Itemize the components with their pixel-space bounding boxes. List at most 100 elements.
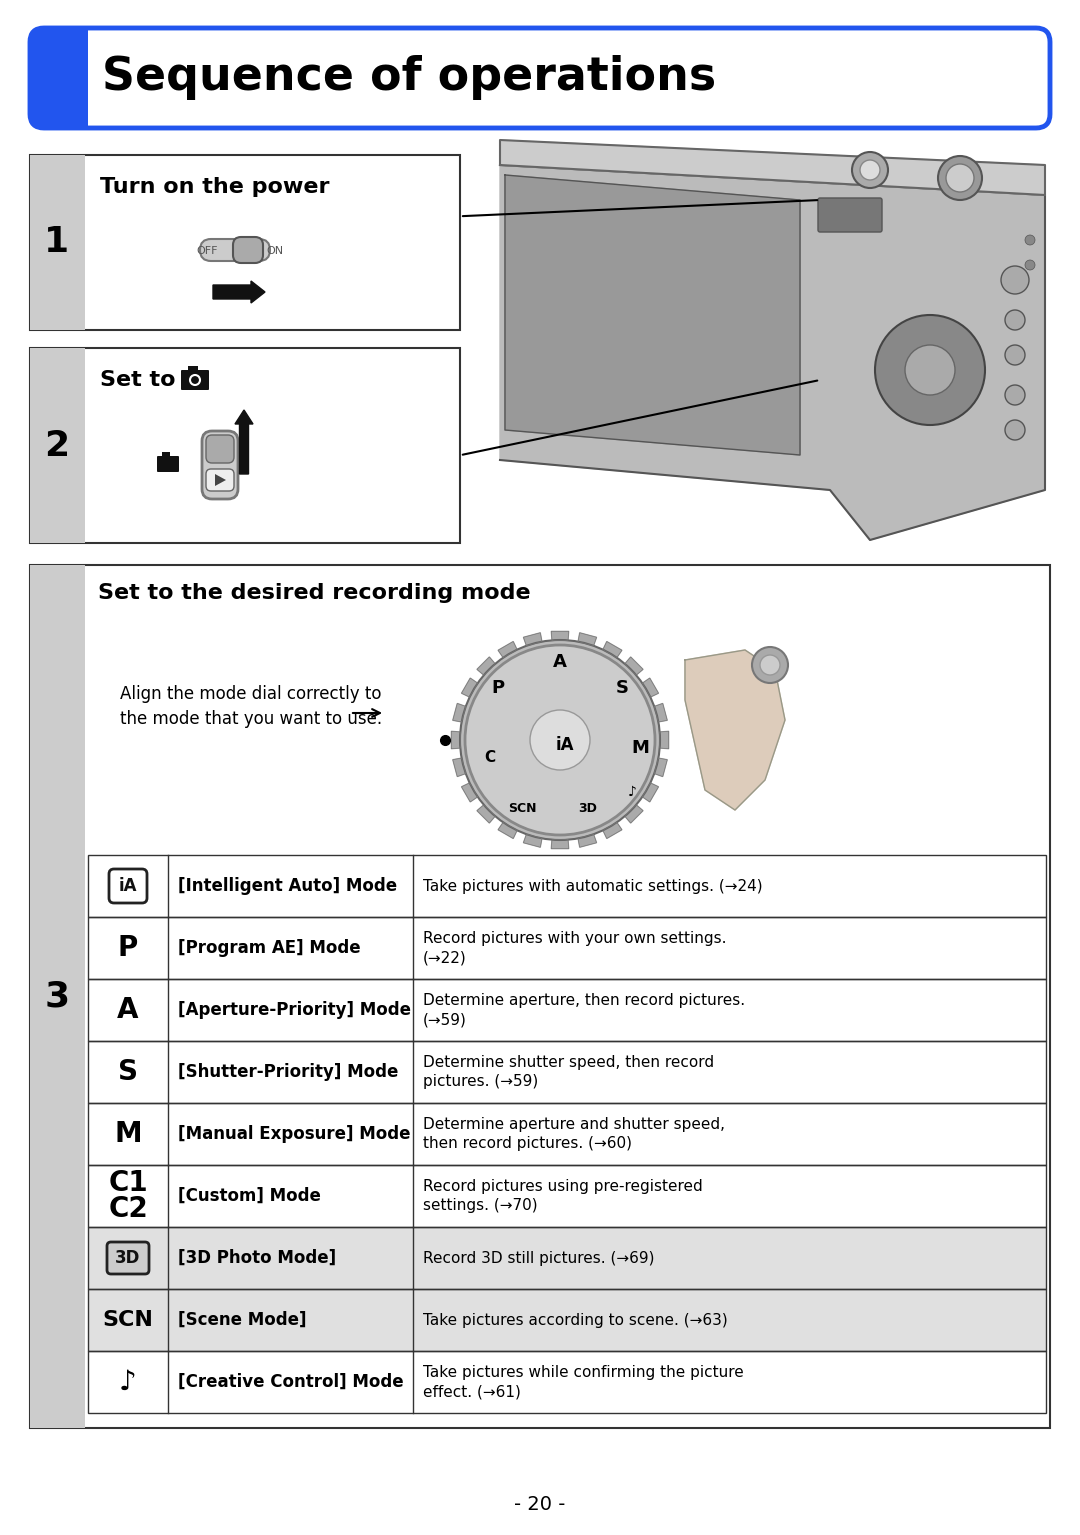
- Text: [Aperture-Priority] Mode: [Aperture-Priority] Mode: [178, 1001, 411, 1019]
- Bar: [87, 1165, 1047, 1226]
- FancyBboxPatch shape: [30, 28, 1050, 127]
- FancyBboxPatch shape: [206, 470, 234, 491]
- Circle shape: [1025, 259, 1035, 270]
- Circle shape: [852, 152, 888, 187]
- FancyBboxPatch shape: [200, 239, 270, 261]
- FancyBboxPatch shape: [30, 28, 87, 127]
- Polygon shape: [524, 834, 542, 847]
- Text: Turn on the power: Turn on the power: [100, 177, 329, 196]
- Bar: [188, 365, 198, 373]
- Polygon shape: [505, 175, 800, 454]
- Polygon shape: [643, 678, 659, 697]
- Polygon shape: [625, 804, 643, 823]
- Text: 2: 2: [44, 428, 69, 462]
- Circle shape: [1005, 385, 1025, 405]
- Bar: [30, 155, 460, 330]
- Bar: [30, 348, 460, 543]
- Text: 3D: 3D: [579, 801, 597, 815]
- Bar: [87, 1041, 1047, 1104]
- Text: [Shutter-Priority] Mode: [Shutter-Priority] Mode: [178, 1064, 399, 1081]
- Text: - 20 -: - 20 -: [514, 1495, 566, 1515]
- Bar: [87, 1351, 1047, 1414]
- Bar: [30, 565, 1050, 1428]
- Text: Take pictures with automatic settings. (→24): Take pictures with automatic settings. (…: [423, 878, 762, 893]
- Polygon shape: [551, 631, 569, 640]
- Text: Record pictures using pre-registered
settings. (→70): Record pictures using pre-registered set…: [423, 1179, 703, 1213]
- Text: Take pictures while confirming the picture
effect. (→61): Take pictures while confirming the pictu…: [423, 1365, 744, 1398]
- Bar: [87, 1226, 1047, 1289]
- Text: [Custom] Mode: [Custom] Mode: [178, 1187, 321, 1205]
- Bar: [87, 855, 1047, 916]
- Polygon shape: [685, 649, 785, 810]
- Text: [Scene Mode]: [Scene Mode]: [178, 1311, 307, 1329]
- Text: P: P: [118, 933, 138, 962]
- Text: C1
C2: C1 C2: [108, 1170, 148, 1223]
- Text: iA: iA: [556, 735, 575, 754]
- Polygon shape: [461, 678, 477, 697]
- Circle shape: [1001, 266, 1029, 295]
- Text: [Program AE] Mode: [Program AE] Mode: [178, 939, 361, 956]
- Text: P: P: [491, 678, 504, 697]
- Polygon shape: [477, 657, 495, 675]
- Bar: [87, 1165, 1047, 1226]
- Circle shape: [1025, 235, 1035, 246]
- Text: 1: 1: [44, 226, 69, 259]
- Text: M: M: [114, 1121, 141, 1148]
- Polygon shape: [498, 823, 517, 838]
- Bar: [87, 1351, 1047, 1414]
- Circle shape: [860, 160, 880, 180]
- Polygon shape: [453, 703, 465, 721]
- FancyBboxPatch shape: [109, 869, 147, 903]
- Text: M: M: [631, 738, 649, 757]
- Circle shape: [1005, 421, 1025, 441]
- Circle shape: [875, 315, 985, 425]
- Text: Determine aperture and shutter speed,
then record pictures. (→60): Determine aperture and shutter speed, th…: [423, 1117, 725, 1151]
- Polygon shape: [453, 758, 465, 777]
- Text: SCN: SCN: [103, 1309, 153, 1329]
- Polygon shape: [603, 823, 622, 838]
- Bar: [87, 979, 1047, 1041]
- Bar: [87, 916, 1047, 979]
- Bar: [87, 916, 1047, 979]
- Circle shape: [905, 345, 955, 394]
- Polygon shape: [625, 657, 643, 675]
- Polygon shape: [500, 164, 1045, 540]
- Text: Take pictures according to scene. (→63): Take pictures according to scene. (→63): [423, 1312, 728, 1328]
- FancyBboxPatch shape: [107, 1242, 149, 1274]
- Polygon shape: [660, 731, 669, 749]
- FancyBboxPatch shape: [181, 370, 210, 390]
- Text: [Creative Control] Mode: [Creative Control] Mode: [178, 1372, 404, 1391]
- Text: S: S: [118, 1058, 138, 1085]
- Circle shape: [465, 645, 654, 835]
- FancyArrow shape: [235, 410, 253, 474]
- FancyBboxPatch shape: [157, 456, 179, 471]
- Polygon shape: [603, 642, 622, 657]
- Text: Record 3D still pictures. (→69): Record 3D still pictures. (→69): [423, 1251, 654, 1265]
- Bar: [87, 979, 1047, 1041]
- Polygon shape: [451, 731, 460, 749]
- Polygon shape: [643, 783, 659, 801]
- Bar: [30, 565, 85, 1428]
- Circle shape: [530, 711, 590, 771]
- Circle shape: [752, 646, 788, 683]
- Bar: [87, 1041, 1047, 1104]
- Text: [Intelligent Auto] Mode: [Intelligent Auto] Mode: [178, 876, 397, 895]
- FancyBboxPatch shape: [202, 431, 238, 499]
- Text: Determine shutter speed, then record
pictures. (→59): Determine shutter speed, then record pic…: [423, 1055, 714, 1090]
- Text: A: A: [118, 996, 138, 1024]
- Circle shape: [1005, 345, 1025, 365]
- FancyArrow shape: [213, 281, 265, 302]
- Text: [Manual Exposure] Mode: [Manual Exposure] Mode: [178, 1125, 410, 1144]
- Polygon shape: [215, 474, 226, 487]
- Text: SCN: SCN: [508, 801, 537, 815]
- Bar: [162, 451, 170, 457]
- Circle shape: [190, 375, 200, 385]
- Text: 3: 3: [44, 979, 69, 1013]
- Polygon shape: [654, 703, 667, 721]
- Bar: [87, 1226, 1047, 1289]
- FancyBboxPatch shape: [206, 434, 234, 464]
- Polygon shape: [498, 642, 517, 657]
- Text: Record pictures with your own settings.
(→22): Record pictures with your own settings. …: [423, 930, 727, 966]
- Polygon shape: [500, 140, 1045, 195]
- Bar: [87, 855, 1047, 916]
